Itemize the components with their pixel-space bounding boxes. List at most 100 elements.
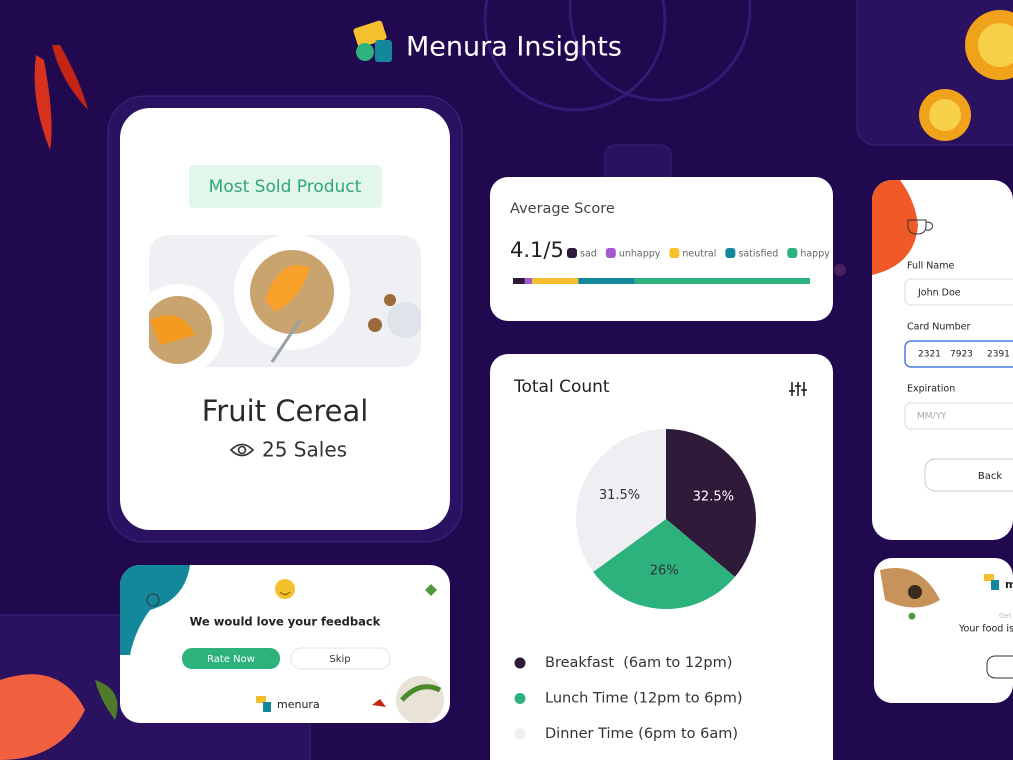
legend-label: Breakfast (6am to 12pm) bbox=[545, 655, 732, 671]
feedback-brand: menura bbox=[277, 698, 320, 711]
slice-label: 32.5% bbox=[693, 489, 734, 504]
logo-block bbox=[256, 696, 266, 703]
legend-label: sad bbox=[580, 249, 597, 260]
leaf-icon: ● bbox=[908, 612, 916, 622]
legend-dot bbox=[514, 657, 526, 669]
promo-button[interactable] bbox=[986, 655, 1013, 679]
beans bbox=[400, 684, 442, 702]
promo-text: Your food is bbox=[958, 624, 1013, 635]
legend-swatch bbox=[725, 248, 736, 258]
tomato bbox=[929, 99, 961, 131]
badge bbox=[189, 165, 382, 208]
legend-swatch bbox=[787, 248, 798, 258]
cup-icon bbox=[907, 219, 933, 235]
smiley bbox=[275, 579, 295, 599]
jar bbox=[387, 302, 421, 338]
spoon bbox=[270, 319, 302, 363]
score-segment bbox=[524, 278, 533, 284]
count-title: Total Count bbox=[513, 377, 610, 397]
legend-dot bbox=[514, 728, 526, 740]
leaf-icon bbox=[425, 584, 437, 596]
legend-label: Lunch Time (12pm to 6pm) bbox=[545, 691, 743, 707]
card-group: 2321 bbox=[918, 350, 941, 360]
pie-slice bbox=[666, 429, 756, 577]
score-segment bbox=[532, 278, 579, 284]
score-segment bbox=[634, 278, 810, 284]
back-button-text[interactable]: Back bbox=[978, 471, 1002, 482]
beans bbox=[908, 585, 922, 599]
skip-button-text[interactable]: Skip bbox=[329, 654, 350, 665]
name-input[interactable] bbox=[904, 278, 1013, 306]
form-label: Expiration bbox=[907, 384, 955, 395]
filter-icon[interactable] bbox=[789, 382, 807, 396]
pie-slice bbox=[576, 429, 666, 572]
logo-block bbox=[984, 574, 994, 581]
eye-icon bbox=[237, 445, 247, 455]
card-group: 7923 bbox=[950, 350, 973, 360]
app-title: Menura Insights bbox=[406, 32, 622, 63]
legend-dot bbox=[514, 693, 526, 704]
walnut bbox=[384, 294, 396, 306]
legend-label: neutral bbox=[682, 249, 716, 260]
back-button[interactable] bbox=[924, 458, 1013, 492]
rate-button[interactable] bbox=[182, 648, 280, 669]
expiration-input[interactable] bbox=[904, 402, 1013, 430]
card-group: 2391 bbox=[987, 350, 1010, 360]
grapefruit bbox=[0, 674, 85, 760]
peach bbox=[265, 265, 310, 312]
product-name: Fruit Cereal bbox=[202, 394, 369, 428]
deco-dot bbox=[834, 264, 846, 276]
walnut bbox=[368, 318, 382, 332]
slice-label: 26% bbox=[650, 564, 679, 579]
skip-button[interactable] bbox=[290, 647, 391, 670]
form-label: Full Name bbox=[907, 261, 954, 272]
promo-card-group bbox=[874, 558, 1013, 703]
sales-text: 25 Sales bbox=[262, 438, 347, 462]
slice-label: 31.5% bbox=[599, 488, 640, 503]
logo-block bbox=[375, 40, 392, 62]
score-segment bbox=[513, 278, 525, 284]
score-segment bbox=[578, 278, 635, 284]
placeholder: MM/YY bbox=[917, 412, 947, 422]
promo-text: Get bbox=[999, 612, 1012, 620]
score-title: Average Score bbox=[510, 201, 615, 217]
rate-button-text[interactable]: Rate Now bbox=[207, 654, 255, 665]
form-label: Card Number bbox=[907, 322, 971, 333]
pie-chart: 32.5% 26% 31.5% bbox=[576, 429, 756, 609]
card-input[interactable] bbox=[904, 340, 1013, 368]
logo-block bbox=[263, 702, 271, 712]
leaf bbox=[95, 680, 118, 720]
smiley-mouth bbox=[279, 591, 291, 595]
deco-ring bbox=[568, 0, 752, 102]
score-card bbox=[490, 177, 833, 321]
chili bbox=[34, 55, 52, 150]
promo-brand: m bbox=[1005, 578, 1013, 591]
legend-label: satisfied bbox=[738, 249, 778, 260]
legend-label: happy bbox=[800, 249, 830, 260]
logo-block bbox=[991, 580, 999, 590]
chili bbox=[52, 45, 88, 110]
legend-swatch bbox=[669, 248, 680, 258]
score-bar bbox=[513, 278, 810, 284]
legend-label: Dinner Time (6pm to 6am) bbox=[545, 726, 738, 742]
pie-slice bbox=[593, 519, 735, 609]
legend-swatch bbox=[567, 248, 577, 258]
legend-swatch bbox=[605, 248, 616, 258]
form-card-group bbox=[872, 180, 1013, 540]
peach bbox=[150, 315, 195, 345]
deco-ring bbox=[483, 0, 667, 112]
tomato bbox=[978, 23, 1013, 67]
grapes-icon bbox=[146, 593, 160, 607]
blob bbox=[872, 180, 918, 275]
form-input-text: John Doe bbox=[917, 288, 961, 299]
legend-label: unhappy bbox=[619, 249, 661, 260]
product-image bbox=[149, 235, 421, 367]
chili-icon bbox=[372, 699, 386, 707]
logo-circle bbox=[356, 43, 374, 61]
pie-legend: Breakfast (6am to 12pm) Lunch Time (12pm … bbox=[514, 655, 743, 742]
feedback-message: We would love your feedback bbox=[190, 615, 381, 629]
badge-text: Most Sold Product bbox=[209, 177, 362, 197]
blob bbox=[120, 565, 190, 655]
